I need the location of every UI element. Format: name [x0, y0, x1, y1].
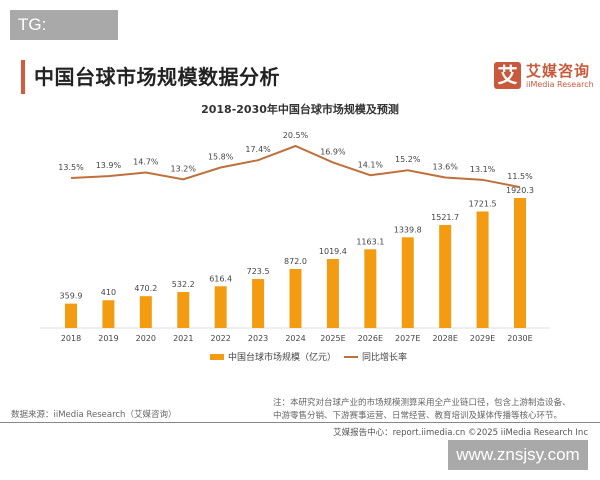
bar-value-label: 1721.5 [469, 199, 497, 208]
bar [65, 303, 77, 328]
bar [214, 286, 227, 328]
rate-label: 13.6% [432, 163, 458, 172]
legend: 中国台球市场规模（亿元） 同比增长率 [210, 350, 407, 363]
rate-label: 16.9% [320, 147, 346, 156]
bar [401, 237, 414, 328]
legend-line-label: 同比增长率 [362, 353, 408, 363]
bar-value-label: 359.9 [60, 292, 83, 301]
legend-bar-label: 中国台球市场规模（亿元） [228, 353, 337, 363]
growth-rate-line [70, 144, 521, 189]
chart-title: 2018-2030年中国台球市场规模及预测 [201, 103, 399, 116]
x-tick-label: 2020 [136, 334, 156, 343]
bar [364, 249, 377, 328]
source: 数据来源：iiMedia Research（艾媒咨询） [11, 410, 177, 420]
bar-value-label: 1920.3 [506, 186, 534, 195]
logo-text-cn: 艾媒咨询 [526, 62, 591, 80]
bar [177, 291, 190, 328]
title-accent-bar [21, 60, 25, 94]
bar-value-label: 470.2 [134, 284, 157, 293]
rate-label: 11.5% [507, 172, 533, 181]
bar [476, 211, 489, 328]
footer: 艾媒报告中心：report.iimedia.cn ©2025 iiMedia R… [333, 428, 588, 438]
rate-label: 15.8% [208, 152, 234, 161]
watermark-top: TG: MYYJJPP [10, 10, 118, 64]
note-line: 注：本研究对台球产业的市场规模测算采用全产业链口径，包含上游制造设备、 [273, 398, 571, 408]
rate-label: 17.4% [245, 145, 271, 154]
x-tick-label: 2029E [470, 334, 495, 343]
x-tick-label: 2019 [98, 334, 118, 343]
rate-label: 13.1% [470, 165, 496, 174]
bar [102, 300, 115, 328]
bar-value-label: 1521.7 [431, 213, 459, 222]
bar [139, 296, 152, 328]
x-tick-label: 2026E [358, 334, 383, 343]
bar [289, 268, 302, 328]
bar [514, 198, 526, 328]
x-tick-label: 2027E [395, 334, 420, 343]
x-tick-label: 2024 [285, 334, 305, 343]
bar-value-label: 872.0 [284, 257, 307, 266]
logo-icon: 艾 [494, 62, 521, 89]
rate-label: 20.5% [283, 131, 309, 140]
bar [439, 224, 452, 328]
page-title: 中国台球市场规模数据分析 [34, 65, 280, 89]
note: 注：本研究对台球产业的市场规模测算采用全产业链口径，包含上游制造设备、 中游零售… [273, 397, 571, 423]
rate-label: 13.5% [58, 163, 84, 172]
bar-value-label: 410 [101, 288, 116, 297]
legend-line-swatch [344, 355, 359, 358]
x-tick-label: 2023 [248, 334, 268, 343]
bar-value-label: 616.4 [209, 274, 232, 283]
x-tick-label: 2018 [61, 334, 81, 343]
legend-bar-swatch [210, 353, 224, 360]
bar-value-label: 1019.4 [319, 247, 347, 256]
rate-label: 13.9% [96, 161, 122, 170]
logo-text-en: iiMedia Research [526, 80, 594, 89]
x-tick-label: 2021 [173, 334, 193, 343]
bar-value-label: 532.2 [172, 280, 195, 289]
chart: 359.9 2018 13.5% 410 2019 13.9% 470.2 2020 14.7%… [40, 131, 550, 343]
bar-value-label: 723.5 [247, 267, 270, 276]
rate-label: 13.2% [171, 164, 197, 173]
note-line: 中游零售分销、下游赛事运营、日常经营、教育培训及媒体传播等核心环节。 [273, 411, 563, 421]
x-tick-label: 2028E [432, 334, 457, 343]
x-tick-label: 2025E [320, 334, 345, 343]
watermark-bottom: www.znsjsy.com [448, 440, 588, 470]
rate-label: 14.1% [358, 160, 384, 169]
divider [0, 422, 600, 423]
bar-value-label: 1163.1 [356, 237, 384, 246]
rate-label: 14.7% [133, 158, 159, 167]
bar [252, 279, 265, 328]
bar [326, 258, 339, 328]
x-tick-label: 2022 [210, 334, 230, 343]
x-tick-label: 2030E [507, 334, 532, 343]
rate-label: 15.2% [395, 155, 421, 164]
bar-value-label: 1339.8 [394, 225, 422, 234]
